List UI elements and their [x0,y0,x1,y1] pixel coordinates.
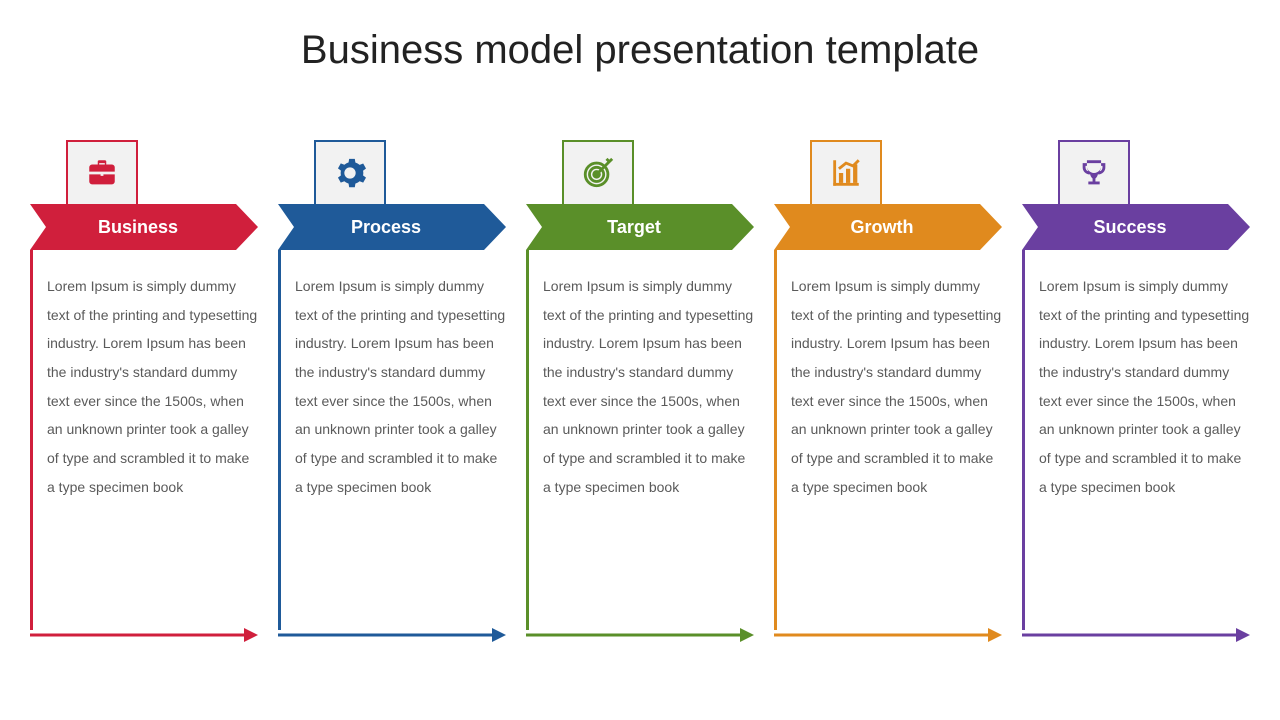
banner-label: Process [278,217,506,238]
banner-target: Target [526,204,754,250]
column-business: Business Lorem Ipsum is simply dummy tex… [30,140,258,642]
target-icon [562,140,634,204]
bottom-arrow [774,628,1002,642]
banner-label: Growth [774,217,1002,238]
column-body: Lorem Ipsum is simply dummy text of the … [278,250,506,630]
banner-label: Target [526,217,754,238]
column-body: Lorem Ipsum is simply dummy text of the … [30,250,258,630]
page-title: Business model presentation template [0,28,1280,73]
bottom-arrow [30,628,258,642]
column-body: Lorem Ipsum is simply dummy text of the … [774,250,1002,630]
banner-label: Business [30,217,258,238]
banner-process: Process [278,204,506,250]
slide: Business model presentation template Bus… [0,0,1280,720]
column-target: Target Lorem Ipsum is simply dummy text … [526,140,754,642]
gear-icon [314,140,386,204]
briefcase-icon [66,140,138,204]
column-body: Lorem Ipsum is simply dummy text of the … [1022,250,1250,630]
columns-row: Business Lorem Ipsum is simply dummy tex… [0,140,1280,642]
chart-icon [810,140,882,204]
bottom-arrow [1022,628,1250,642]
bottom-arrow [278,628,506,642]
banner-success: Success [1022,204,1250,250]
banner-growth: Growth [774,204,1002,250]
banner-business: Business [30,204,258,250]
column-success: Success Lorem Ipsum is simply dummy text… [1022,140,1250,642]
column-body: Lorem Ipsum is simply dummy text of the … [526,250,754,630]
banner-label: Success [1022,217,1250,238]
bottom-arrow [526,628,754,642]
trophy-icon [1058,140,1130,204]
column-growth: Growth Lorem Ipsum is simply dummy text … [774,140,1002,642]
column-process: Process Lorem Ipsum is simply dummy text… [278,140,506,642]
